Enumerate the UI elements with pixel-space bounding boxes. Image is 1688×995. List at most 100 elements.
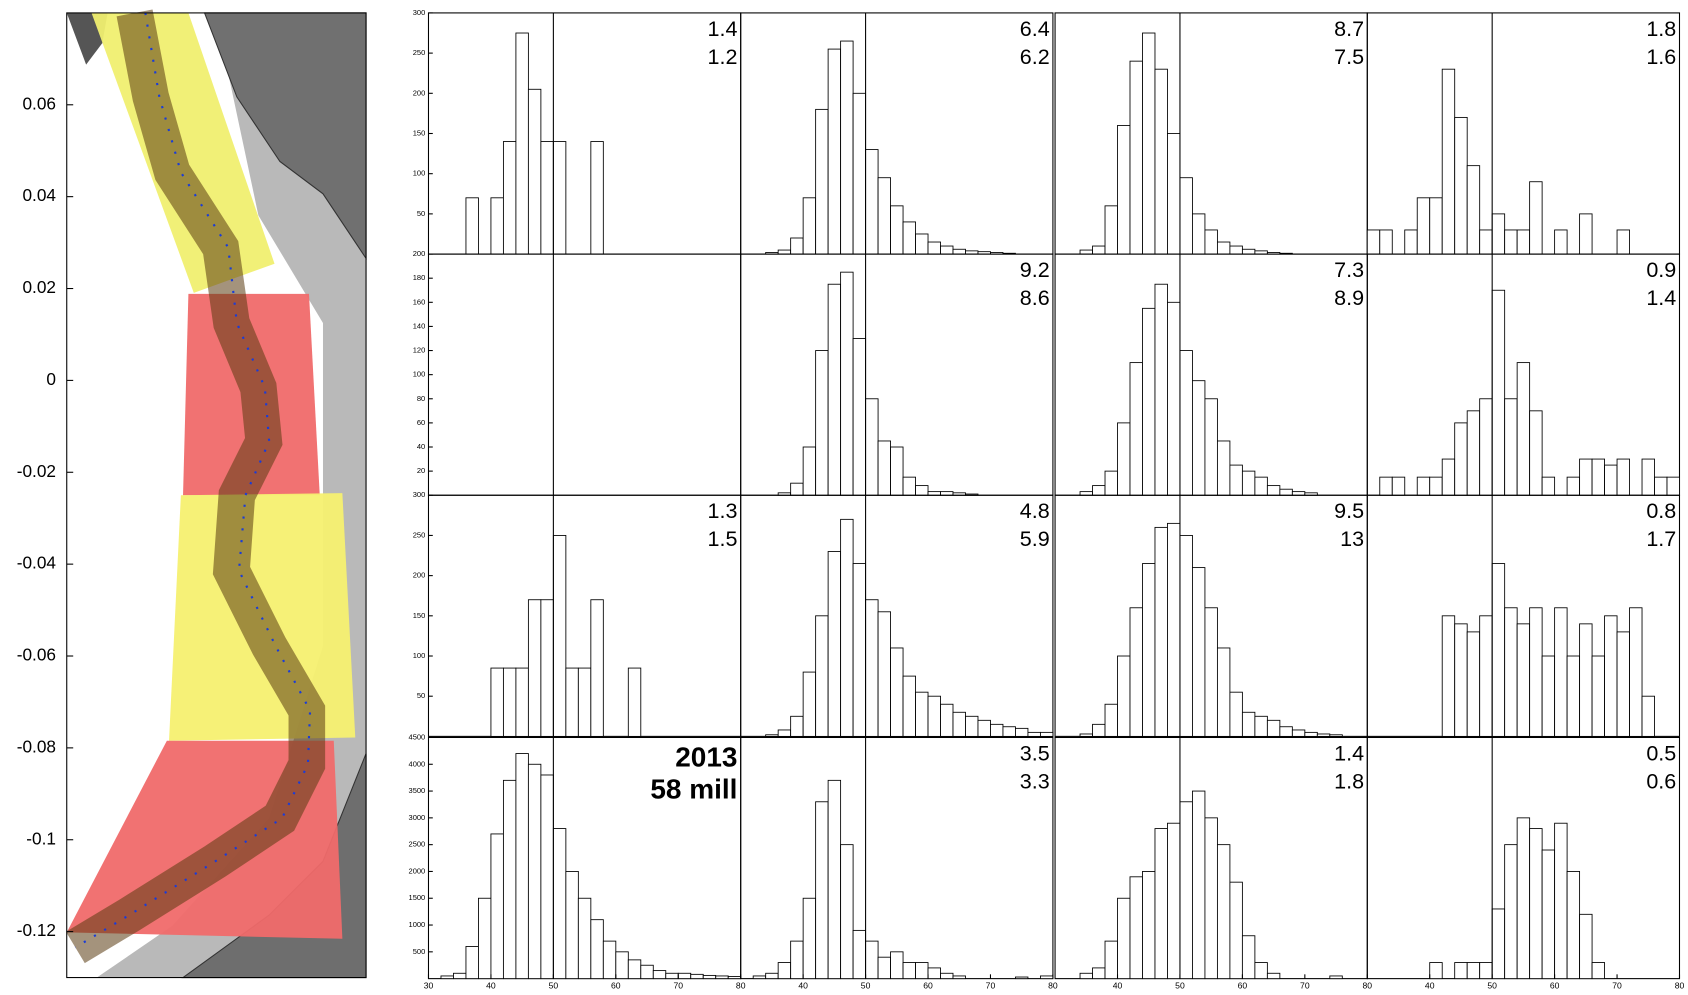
bar xyxy=(1429,476,1443,496)
bar xyxy=(527,88,542,255)
bar xyxy=(1441,458,1456,496)
y-tick-label: 3500 xyxy=(409,786,426,795)
bar xyxy=(1092,967,1106,980)
panel-frame xyxy=(427,253,742,496)
y-tick-label: 50 xyxy=(417,691,425,700)
bar xyxy=(1416,476,1431,496)
annotation: 1.4 xyxy=(1646,286,1676,310)
x-tick-label: 60 xyxy=(611,980,621,990)
bar xyxy=(1216,844,1231,980)
bar xyxy=(1529,828,1543,980)
bar xyxy=(1491,908,1506,980)
plots: 0.06 0.04 0.02 0 -0.02 -0.04 -0.06 -0.08 -0.1 -0.… xyxy=(17,8,1685,991)
bar xyxy=(1416,197,1431,255)
bar xyxy=(1154,828,1168,980)
bar xyxy=(590,599,604,737)
x-tick-label: 70 xyxy=(673,980,683,990)
bar xyxy=(1229,691,1243,737)
bar xyxy=(865,599,879,737)
bar xyxy=(1254,715,1268,737)
bar xyxy=(1142,871,1156,980)
bar xyxy=(465,946,479,980)
bar xyxy=(1591,655,1605,737)
x-tick-label: 60 xyxy=(1238,980,1248,990)
coastal-band xyxy=(65,9,326,964)
bar xyxy=(702,974,717,980)
bar xyxy=(1129,362,1143,496)
bar xyxy=(1002,726,1016,737)
y-tick-label: 0.06 xyxy=(22,93,56,113)
annotation: 1.2 xyxy=(708,45,738,69)
annotation: 7.3 xyxy=(1334,258,1364,282)
bar xyxy=(902,476,916,496)
x-tick-label: 50 xyxy=(1487,980,1497,990)
y-tick-label: -0.06 xyxy=(17,645,56,665)
bar xyxy=(1529,181,1543,255)
bar xyxy=(453,972,467,980)
bar xyxy=(677,972,692,980)
bar xyxy=(627,959,642,980)
bar xyxy=(852,338,867,496)
x-tick-label: 60 xyxy=(1550,980,1560,990)
bar xyxy=(840,518,854,737)
bar xyxy=(1079,249,1093,255)
bar xyxy=(1466,410,1481,496)
bar xyxy=(1579,623,1593,737)
annotation: 0.6 xyxy=(1646,769,1676,793)
bar xyxy=(1079,491,1093,496)
bar xyxy=(1504,844,1518,980)
annotation: 0.8 xyxy=(1646,499,1676,523)
bar xyxy=(827,283,842,496)
bar xyxy=(1441,68,1456,255)
bar xyxy=(915,233,929,255)
bar xyxy=(565,871,579,980)
bar xyxy=(865,149,879,255)
y-tick-label: 100 xyxy=(413,651,426,660)
bar xyxy=(1142,307,1156,496)
annotation: 9.2 xyxy=(1020,258,1050,282)
annotation: 1.5 xyxy=(708,527,738,551)
bar xyxy=(1104,940,1118,980)
y-tick-label: -0.1 xyxy=(26,828,56,848)
y-tick-label: 20 xyxy=(417,466,425,475)
bar xyxy=(602,940,617,980)
bar xyxy=(490,197,504,255)
y-tick-label: 160 xyxy=(413,297,426,306)
bar xyxy=(1591,458,1605,496)
annotation: 1.4 xyxy=(1334,741,1364,765)
y-tick-label: 4500 xyxy=(409,732,426,741)
bar xyxy=(840,40,854,255)
bar xyxy=(1279,488,1293,496)
y-tick-label: 60 xyxy=(417,418,425,427)
bar xyxy=(1129,876,1143,980)
y-tick-label: 1500 xyxy=(409,893,426,902)
y-tick-label: -0.12 xyxy=(17,920,56,940)
bar xyxy=(478,897,492,980)
bar xyxy=(1192,567,1206,737)
bar xyxy=(1479,398,1493,496)
bar xyxy=(615,951,629,980)
bar xyxy=(1204,817,1218,980)
y-tick-label: 4000 xyxy=(409,759,426,768)
bar xyxy=(890,951,904,980)
bar xyxy=(1491,563,1506,737)
bar xyxy=(1117,125,1131,255)
annotation: 0.9 xyxy=(1646,258,1676,282)
bar xyxy=(927,695,941,737)
bar xyxy=(952,248,966,255)
annotation: 1.4 xyxy=(708,17,738,41)
bar xyxy=(1142,563,1156,737)
bar xyxy=(902,675,916,737)
bar xyxy=(1504,229,1518,255)
bar xyxy=(1379,476,1393,496)
y-tick-label: 50 xyxy=(417,209,425,218)
annotation: 2013 xyxy=(675,741,737,772)
bar xyxy=(590,141,604,255)
bar xyxy=(552,141,567,255)
bar xyxy=(802,197,817,255)
bar xyxy=(665,972,679,980)
bar xyxy=(927,241,941,255)
bar xyxy=(1117,655,1131,737)
bar xyxy=(1192,213,1206,255)
bar xyxy=(1167,301,1181,496)
